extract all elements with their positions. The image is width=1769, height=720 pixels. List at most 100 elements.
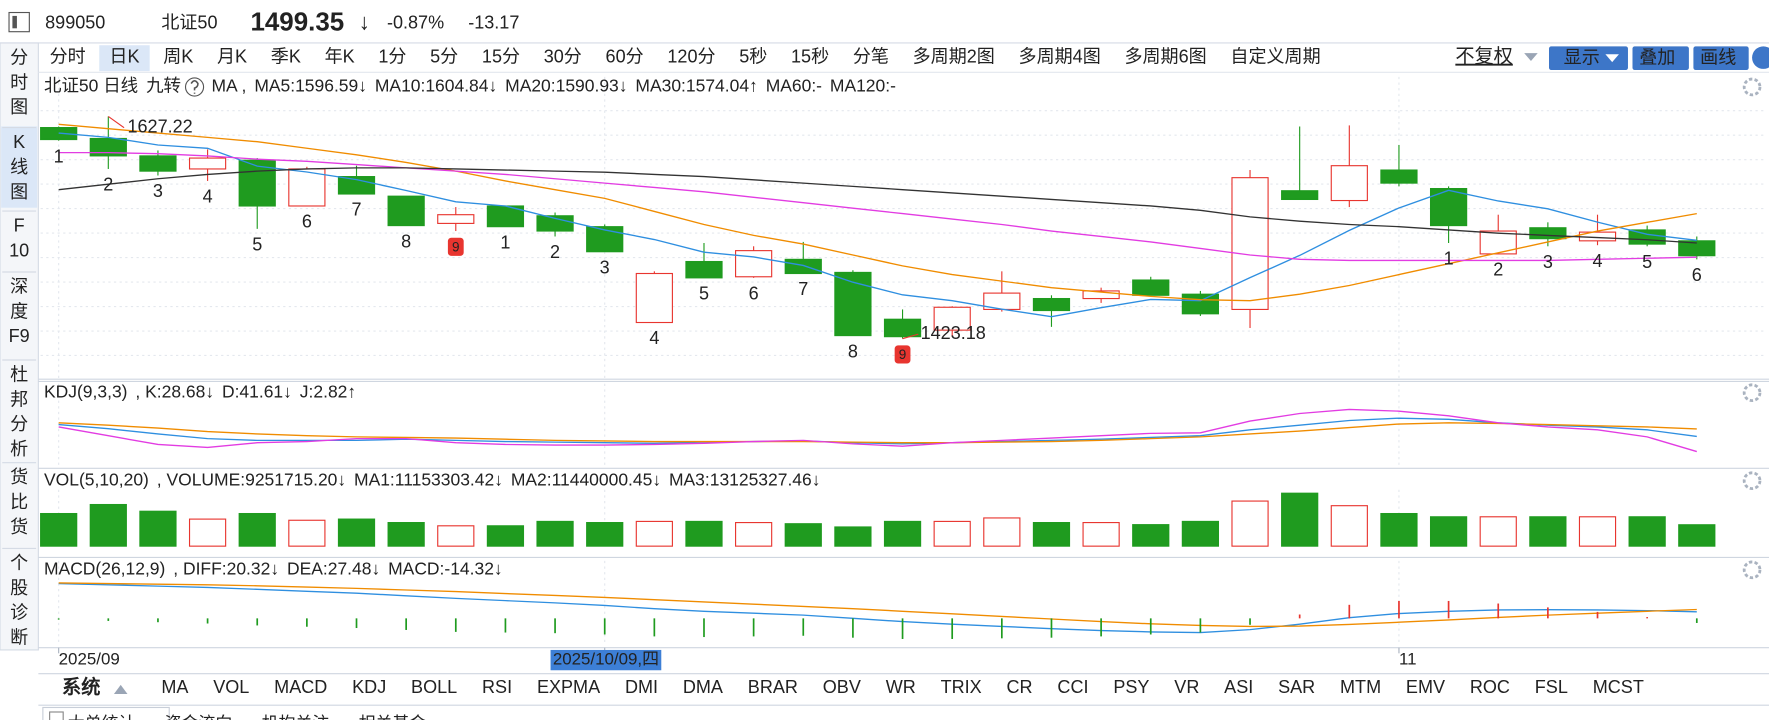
indicator-tab[interactable]: FSL: [1535, 677, 1568, 697]
indicator-tab[interactable]: MACD: [274, 677, 327, 697]
toolbar-button[interactable]: 画线: [1700, 48, 1736, 68]
period-tab[interactable]: 15秒: [791, 46, 829, 66]
sidebar-tab-text[interactable]: 线: [10, 157, 28, 177]
indicator-tab[interactable]: DMA: [683, 677, 723, 697]
sidebar-tab-text[interactable]: 图: [10, 182, 28, 202]
sidebar-selected: [1, 126, 38, 208]
indicator-tab[interactable]: EXPMA: [537, 677, 600, 697]
period-tab[interactable]: 多周期4图: [1019, 46, 1101, 66]
indicator-tab[interactable]: RSI: [482, 677, 512, 697]
indicator-tab[interactable]: TRIX: [941, 677, 982, 697]
indicator-tab[interactable]: SAR: [1278, 677, 1315, 697]
system-tab[interactable]: 系统: [62, 675, 100, 698]
period-tab[interactable]: 自定义周期: [1230, 46, 1320, 66]
refresh-icon[interactable]: [1752, 46, 1769, 69]
sidebar-tab-text[interactable]: 分: [10, 48, 28, 68]
td-label: 4: [203, 187, 213, 207]
legend-item: D:41.61↓: [222, 381, 292, 401]
period-tab[interactable]: 周K: [163, 46, 193, 66]
period-tab[interactable]: 年K: [325, 46, 355, 66]
bottom-tab[interactable]: 资金流向: [165, 714, 233, 720]
sidebar-tab-text[interactable]: 分: [10, 414, 28, 434]
sidebar-tab-text[interactable]: 比: [10, 492, 28, 512]
sidebar-tab-text[interactable]: 度: [10, 301, 28, 321]
settings-icon[interactable]: [1742, 77, 1762, 97]
sidebar-tab-text[interactable]: 股: [10, 578, 28, 598]
sidebar-tab-text[interactable]: 邦: [10, 389, 28, 409]
indicator-tab[interactable]: ASI: [1224, 677, 1253, 697]
bottom-tab[interactable]: 大单统计: [68, 714, 136, 720]
sidebar-tab-text[interactable]: 货: [10, 467, 28, 487]
td-label: 2: [103, 175, 113, 195]
indicator-tab[interactable]: MCST: [1593, 677, 1644, 697]
period-tab[interactable]: 15分: [482, 46, 520, 66]
period-tab[interactable]: 60分: [606, 46, 644, 66]
sidebar-tab-text[interactable]: 个: [10, 553, 28, 573]
checkbox[interactable]: [49, 711, 64, 720]
volume-bar: [784, 523, 822, 547]
settings-icon[interactable]: [1742, 560, 1762, 580]
bottom-tab[interactable]: 机构关注: [262, 714, 330, 720]
td-label: 1: [54, 146, 64, 166]
sidebar-tab-text[interactable]: K: [13, 132, 25, 152]
period-tab[interactable]: 5秒: [739, 46, 767, 66]
indicator-tab[interactable]: CR: [1007, 677, 1033, 697]
sidebar-tab-text[interactable]: 图: [10, 97, 28, 117]
indicator-tab[interactable]: VOL: [213, 677, 249, 697]
settings-icon[interactable]: [1742, 383, 1762, 403]
period-tab[interactable]: 月K: [217, 46, 247, 66]
menu-icon[interactable]: [8, 11, 30, 33]
period-tab[interactable]: 季K: [271, 46, 301, 66]
legend-item: J:2.82↑: [300, 381, 356, 401]
period-tab[interactable]: 分笔: [853, 46, 889, 66]
help-icon[interactable]: [184, 77, 205, 97]
adjust-select[interactable]: 不复权: [1455, 46, 1512, 68]
indicator-line: [58, 151, 1697, 262]
period-tab[interactable]: 多周期2图: [913, 46, 995, 66]
toolbar-button[interactable]: 显示: [1564, 48, 1600, 68]
sidebar-tab-text[interactable]: 析: [10, 439, 28, 459]
indicator-tab[interactable]: ROC: [1470, 677, 1510, 697]
indicator-tab[interactable]: CCI: [1057, 677, 1088, 697]
volume-bar: [188, 518, 227, 547]
volume-bar: [139, 510, 177, 547]
indicator-tab[interactable]: OBV: [823, 677, 861, 697]
toolbar-button[interactable]: 叠加: [1639, 48, 1675, 68]
bottom-tab[interactable]: 相关基金: [359, 714, 427, 720]
indicator-tab[interactable]: BOLL: [411, 677, 457, 697]
sidebar-tab-text[interactable]: 货: [10, 517, 28, 537]
candle-body: [1132, 279, 1170, 296]
indicator-tab[interactable]: BRAR: [748, 677, 798, 697]
sidebar-tab-text[interactable]: 深: [10, 277, 28, 297]
period-tab[interactable]: 5分: [430, 46, 458, 66]
period-tab[interactable]: 分时: [50, 46, 86, 66]
sidebar-tab-text[interactable]: F: [14, 216, 25, 236]
low-annotation: 1423.18: [921, 323, 986, 343]
sidebar-tab-text[interactable]: F9: [9, 326, 30, 346]
indicator-tab[interactable]: EMV: [1406, 677, 1445, 697]
indicator-tab[interactable]: DMI: [625, 677, 658, 697]
indicator-tab[interactable]: KDJ: [352, 677, 386, 697]
period-tab[interactable]: 120分: [667, 46, 715, 66]
indicator-tab[interactable]: VR: [1174, 677, 1199, 697]
settings-icon[interactable]: [1742, 471, 1762, 491]
indicator-tab[interactable]: MA: [161, 677, 188, 697]
volume-bar: [1082, 522, 1120, 547]
x-tick-label: 2025/09: [59, 650, 120, 669]
sidebar-tab-text[interactable]: 杜: [10, 365, 28, 385]
sidebar-tab-text[interactable]: 10: [9, 240, 29, 260]
legend-item: MA120:-: [830, 76, 896, 96]
indicator-tab[interactable]: MTM: [1340, 677, 1381, 697]
sidebar-tab-text[interactable]: 断: [10, 627, 28, 647]
sidebar-tab-text[interactable]: 时: [10, 72, 28, 92]
indicator-tab[interactable]: WR: [886, 677, 916, 697]
period-tab[interactable]: 日K: [109, 46, 139, 66]
indicator-tab[interactable]: PSY: [1113, 677, 1149, 697]
period-tab[interactable]: 30分: [544, 46, 582, 66]
td-label: 6: [302, 212, 312, 232]
period-tab[interactable]: 1分: [378, 46, 406, 66]
sidebar-tab-text[interactable]: 诊: [10, 603, 28, 623]
period-tab[interactable]: 多周期6图: [1124, 46, 1206, 66]
